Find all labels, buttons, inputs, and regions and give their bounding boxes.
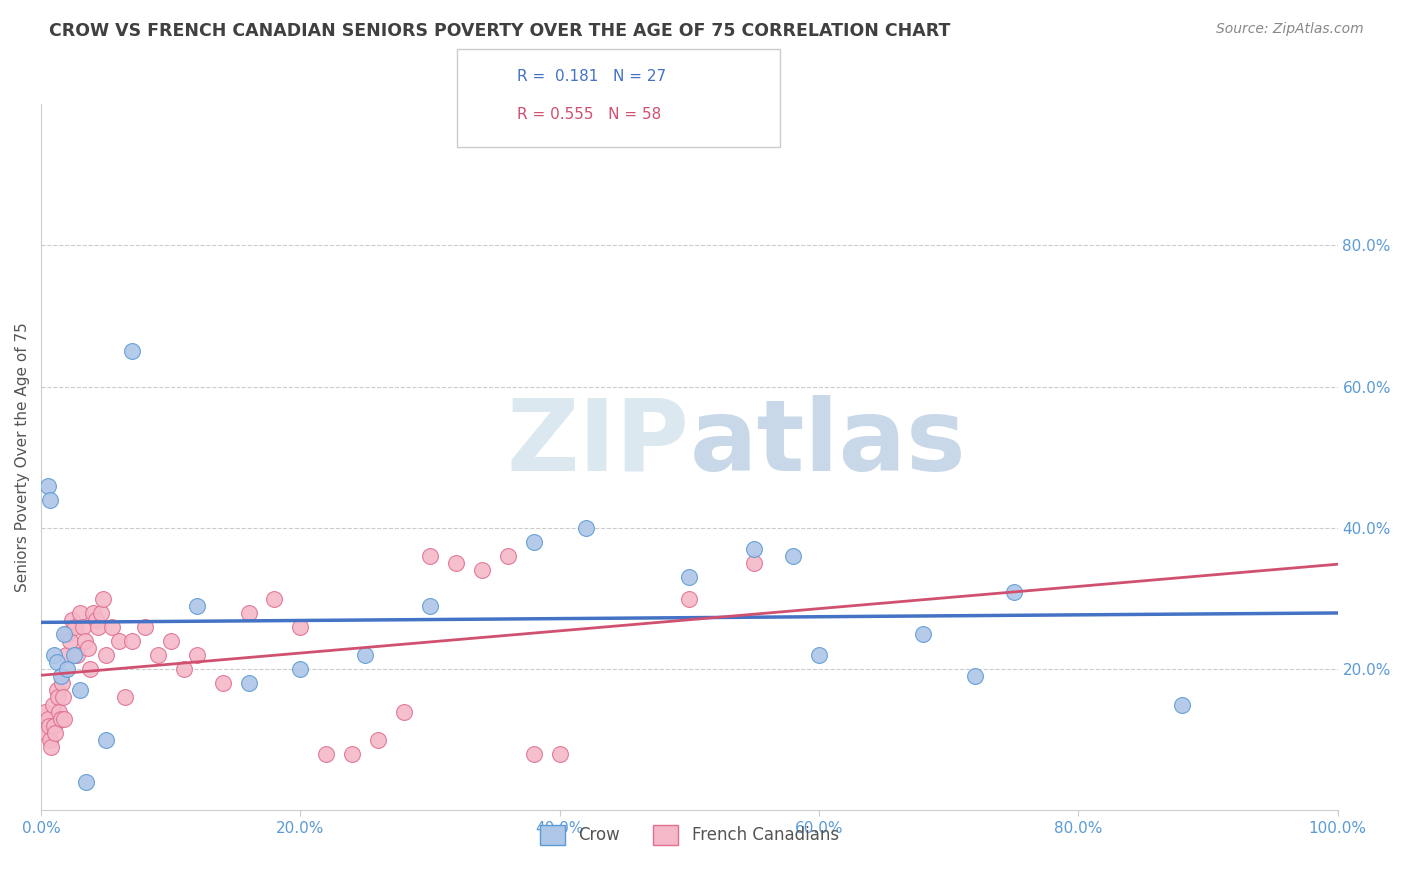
Text: CROW VS FRENCH CANADIAN SENIORS POVERTY OVER THE AGE OF 75 CORRELATION CHART: CROW VS FRENCH CANADIAN SENIORS POVERTY … bbox=[49, 22, 950, 40]
Point bbox=[84, 613, 107, 627]
Point bbox=[186, 599, 208, 613]
Point bbox=[575, 521, 598, 535]
Point bbox=[93, 591, 115, 606]
Point bbox=[742, 542, 765, 557]
Point bbox=[34, 705, 56, 719]
Point bbox=[523, 747, 546, 761]
Text: Source: ZipAtlas.com: Source: ZipAtlas.com bbox=[1216, 22, 1364, 37]
Point bbox=[59, 634, 82, 648]
Point bbox=[808, 648, 831, 662]
Point bbox=[82, 606, 104, 620]
Point bbox=[69, 606, 91, 620]
Point bbox=[75, 634, 97, 648]
Point bbox=[56, 627, 79, 641]
Point bbox=[42, 719, 65, 733]
Point bbox=[56, 662, 79, 676]
Point bbox=[51, 676, 73, 690]
Point bbox=[367, 732, 389, 747]
Point bbox=[37, 712, 59, 726]
Text: atlas: atlas bbox=[689, 395, 966, 491]
Point bbox=[87, 620, 110, 634]
Point bbox=[63, 620, 86, 634]
Point bbox=[290, 662, 312, 676]
Point bbox=[42, 648, 65, 662]
Point bbox=[290, 620, 312, 634]
Point bbox=[69, 683, 91, 698]
Point bbox=[76, 641, 98, 656]
Point bbox=[263, 591, 285, 606]
Point bbox=[45, 683, 67, 698]
Point bbox=[108, 634, 131, 648]
Point bbox=[76, 775, 98, 789]
Point bbox=[186, 648, 208, 662]
Point bbox=[392, 705, 415, 719]
Point bbox=[134, 620, 156, 634]
Point bbox=[37, 478, 59, 492]
Point bbox=[62, 648, 84, 662]
Point bbox=[121, 344, 143, 359]
Point bbox=[39, 732, 62, 747]
Point bbox=[963, 669, 986, 683]
Point bbox=[354, 648, 377, 662]
Point bbox=[79, 662, 101, 676]
Point bbox=[782, 549, 804, 564]
Point bbox=[46, 690, 69, 705]
Point bbox=[49, 669, 72, 683]
Point bbox=[419, 549, 441, 564]
Y-axis label: Seniors Poverty Over the Age of 75: Seniors Poverty Over the Age of 75 bbox=[15, 323, 30, 592]
Point bbox=[101, 620, 124, 634]
Point bbox=[678, 570, 700, 584]
Point bbox=[146, 648, 169, 662]
Point bbox=[49, 712, 72, 726]
Point bbox=[342, 747, 364, 761]
Point bbox=[66, 648, 89, 662]
Point bbox=[173, 662, 195, 676]
Point bbox=[1171, 698, 1194, 712]
Point bbox=[159, 634, 181, 648]
Point bbox=[44, 726, 66, 740]
Point bbox=[53, 712, 76, 726]
Point bbox=[41, 739, 63, 754]
Point bbox=[90, 606, 112, 620]
Point bbox=[742, 556, 765, 570]
Point bbox=[444, 556, 467, 570]
Point bbox=[121, 634, 143, 648]
Point bbox=[60, 613, 83, 627]
Point bbox=[1002, 584, 1025, 599]
Point bbox=[35, 726, 58, 740]
Point bbox=[94, 732, 117, 747]
Point bbox=[94, 648, 117, 662]
Point bbox=[42, 698, 65, 712]
Point bbox=[678, 591, 700, 606]
Point bbox=[238, 606, 260, 620]
Point bbox=[496, 549, 519, 564]
Text: ZIP: ZIP bbox=[506, 395, 689, 491]
Point bbox=[548, 747, 571, 761]
Point bbox=[55, 648, 77, 662]
Text: R =  0.181   N = 27: R = 0.181 N = 27 bbox=[517, 69, 666, 84]
Point bbox=[52, 690, 75, 705]
Point bbox=[72, 620, 94, 634]
Point bbox=[53, 627, 76, 641]
Point bbox=[471, 563, 494, 577]
Point bbox=[48, 705, 70, 719]
Point bbox=[523, 535, 546, 549]
Point bbox=[315, 747, 337, 761]
Point bbox=[38, 719, 60, 733]
Point bbox=[238, 676, 260, 690]
Point bbox=[39, 492, 62, 507]
Point bbox=[114, 690, 136, 705]
Legend: Crow, French Canadians: Crow, French Canadians bbox=[533, 818, 845, 852]
Text: R = 0.555   N = 58: R = 0.555 N = 58 bbox=[517, 107, 662, 122]
Point bbox=[211, 676, 233, 690]
Point bbox=[911, 627, 934, 641]
Point bbox=[45, 655, 67, 669]
Point bbox=[419, 599, 441, 613]
